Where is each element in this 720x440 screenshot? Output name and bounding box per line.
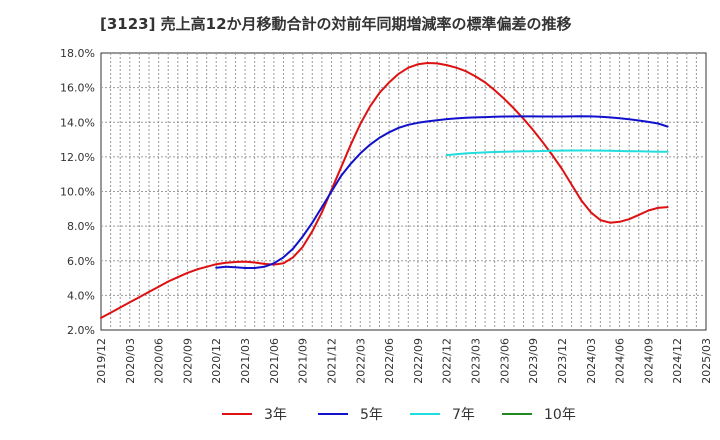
x-tick-label: 2022/03 xyxy=(354,338,367,384)
x-tick-label: 2025/03 xyxy=(700,338,713,384)
x-tick-label: 2023/12 xyxy=(556,338,569,384)
y-tick-label: 8.0% xyxy=(67,220,95,233)
legend-label: 10年 xyxy=(544,407,576,423)
x-tick-label: 2024/03 xyxy=(585,338,598,384)
y-tick-label: 10.0% xyxy=(60,186,95,199)
series-lines xyxy=(100,62,669,319)
x-tick-label: 2023/09 xyxy=(527,338,540,384)
plot-area xyxy=(100,52,707,331)
y-axis: 2.0% 4.0% 6.0% 8.0% 10.0% 12.0% 14.0% 16.0% 18.0… xyxy=(60,47,95,337)
chart-title: [3123] 売上高12か月移動合計の対前年同期増減率の標準偏差の推移 xyxy=(100,15,572,33)
x-tick-label: 2023/03 xyxy=(470,338,483,384)
legend-label: 5年 xyxy=(360,407,383,423)
y-tick-label: 12.0% xyxy=(60,151,95,164)
x-tick-label: 2024/12 xyxy=(671,338,684,384)
x-tick-label: 2022/09 xyxy=(412,338,425,384)
y-tick-label: 18.0% xyxy=(60,47,95,60)
x-tick-label: 2023/06 xyxy=(498,338,511,384)
y-tick-label: 14.0% xyxy=(60,116,95,129)
x-tick-label: 2021/06 xyxy=(268,338,281,384)
x-tick-label: 2021/12 xyxy=(325,338,338,384)
x-tick-label: 2020/06 xyxy=(153,338,166,384)
x-tick-label: 2024/09 xyxy=(642,338,655,384)
x-tick-label: 2021/09 xyxy=(297,338,310,384)
y-tick-label: 16.0% xyxy=(60,82,95,95)
legend-label: 3年 xyxy=(264,407,287,423)
y-tick-label: 2.0% xyxy=(67,324,95,337)
x-tick-label: 2020/09 xyxy=(181,338,194,384)
y-tick-label: 6.0% xyxy=(67,255,95,268)
x-tick-label: 2022/06 xyxy=(383,338,396,384)
legend-label: 7年 xyxy=(452,407,475,423)
x-tick-label: 2020/12 xyxy=(210,338,223,384)
x-tick-label: 2022/12 xyxy=(441,338,454,384)
x-tick-label: 2024/06 xyxy=(614,338,627,384)
x-axis: 2019/12 2020/03 2020/06 2020/09 2020/12 2021/… xyxy=(95,338,713,384)
y-tick-label: 4.0% xyxy=(67,289,95,302)
x-tick-label: 2020/03 xyxy=(124,338,137,384)
x-tick-label: 2021/03 xyxy=(239,338,252,384)
x-tick-label: 2019/12 xyxy=(95,338,108,384)
series-line xyxy=(100,62,669,319)
series-line xyxy=(445,149,669,157)
legend: 3年 5年 7年 10年 xyxy=(222,407,576,423)
series-line xyxy=(215,115,669,269)
grid xyxy=(101,53,706,330)
